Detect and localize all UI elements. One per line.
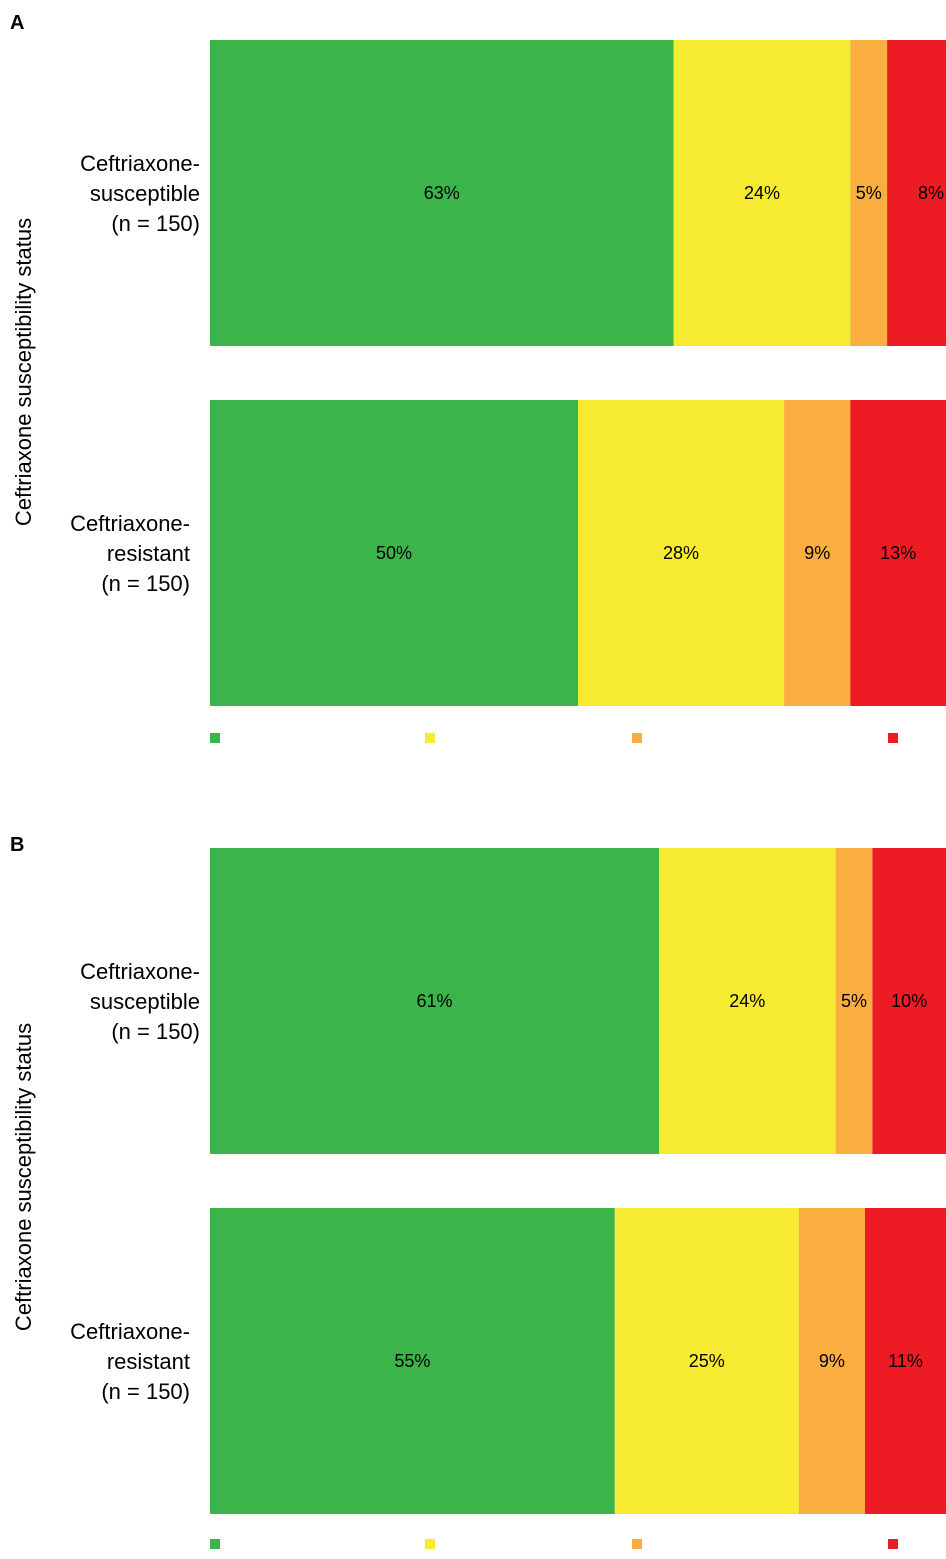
- bar-segment: [210, 40, 674, 346]
- data-label: 50%: [376, 543, 412, 563]
- category-label: (n = 150): [101, 1379, 190, 1404]
- chart-panel-a: A Ceftriaxone susceptibility status 63% 24%…: [10, 12, 946, 743]
- legend-swatch: [210, 733, 220, 743]
- data-label: 5%: [841, 991, 867, 1011]
- data-label: 11%: [888, 1351, 923, 1371]
- data-label: 25%: [689, 1351, 725, 1371]
- bar-segment: [210, 1208, 615, 1514]
- bar-segment: [210, 848, 659, 1154]
- bar-segment: [659, 848, 836, 1154]
- bar-segment: [835, 848, 873, 1154]
- bar-segment: [872, 848, 946, 1154]
- y-axis-title: Ceftriaxone susceptibility status: [11, 1023, 36, 1331]
- category-label: resistant: [107, 541, 190, 566]
- legend-swatch: [632, 1539, 642, 1549]
- bar-segment: [887, 40, 946, 346]
- panel-letter: B: [10, 834, 24, 856]
- legend-swatch: [425, 733, 435, 743]
- category-label: Ceftriaxone-: [70, 1319, 190, 1344]
- y-axis-title: Ceftriaxone susceptibility status: [11, 218, 36, 526]
- legend-swatch: [632, 733, 642, 743]
- bar-segment: [673, 40, 851, 346]
- category-label: Ceftriaxone-: [80, 959, 200, 984]
- bar-segment: [210, 400, 578, 706]
- category-label: (n = 150): [111, 1019, 200, 1044]
- category-label: (n = 150): [101, 571, 190, 596]
- category-label: Ceftriaxone-: [70, 511, 190, 536]
- category-label: (n = 150): [111, 211, 200, 236]
- bar-segment: [784, 400, 851, 706]
- chart-panel-b: B Ceftriaxone susceptibility status 61% 24%…: [10, 834, 946, 1549]
- bar-segment: [614, 1208, 799, 1514]
- bar-segment: [850, 40, 888, 346]
- bar-segment: [578, 400, 785, 706]
- data-label: 55%: [394, 1351, 430, 1371]
- data-label: 63%: [424, 183, 460, 203]
- data-label: 24%: [744, 183, 780, 203]
- data-label: 5%: [856, 183, 882, 203]
- legend-swatch: [888, 1539, 898, 1549]
- data-label: 10%: [891, 991, 927, 1011]
- data-label: 61%: [416, 991, 452, 1011]
- category-label: susceptible: [90, 989, 200, 1014]
- category-label: susceptible: [90, 181, 200, 206]
- data-label: 8%: [918, 183, 944, 203]
- legend-swatch: [425, 1539, 435, 1549]
- bar-segment: [798, 1208, 865, 1514]
- data-label: 9%: [804, 543, 830, 563]
- category-label: Ceftriaxone-: [80, 151, 200, 176]
- data-label: 9%: [819, 1351, 845, 1371]
- legend-swatch: [210, 1539, 220, 1549]
- bar-segment: [850, 400, 946, 706]
- panel-letter: A: [10, 12, 24, 34]
- data-label: 28%: [663, 543, 699, 563]
- category-label: resistant: [107, 1349, 190, 1374]
- data-label: 24%: [729, 991, 765, 1011]
- data-label: 13%: [880, 543, 916, 563]
- legend-swatch: [888, 733, 898, 743]
- bar-segment: [865, 1208, 946, 1514]
